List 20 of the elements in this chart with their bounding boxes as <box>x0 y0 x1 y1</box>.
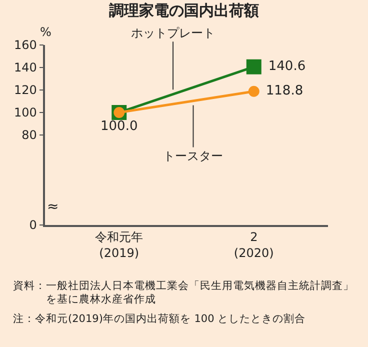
point <box>248 86 260 97</box>
y-tick-label: 0 <box>29 218 37 232</box>
text: ホットプレート <box>131 26 215 40</box>
y-tick-label: 80 <box>22 128 37 142</box>
x-tick-label: 2 (2020) <box>234 230 274 260</box>
y-tick-label: 140 <box>14 60 37 75</box>
text: 資料：一般社団法人日本電機工業会「民生用電気機器自主統計調査」を基に農林水産省作成 <box>13 279 354 306</box>
y-axis-title: % <box>40 25 52 39</box>
y-tick-label: 100 <box>14 106 37 120</box>
text: トースター <box>163 149 223 163</box>
data-label: 100.0 <box>96 119 142 134</box>
chart-title: 調理家電の国内出荷額 <box>109 2 259 20</box>
data-label: 140.6 <box>264 59 310 74</box>
x-tick-label: 令和元年 (2019) <box>95 230 144 260</box>
annotation: ≈ <box>47 199 59 215</box>
data-label: 118.8 <box>262 84 308 99</box>
y-tick-label: 160 <box>14 38 37 52</box>
y-tick-label: 120 <box>14 83 37 98</box>
text: 注：令和元(2019)年の国内出荷額を 100 としたときの割合 <box>13 312 306 325</box>
point <box>246 59 262 74</box>
